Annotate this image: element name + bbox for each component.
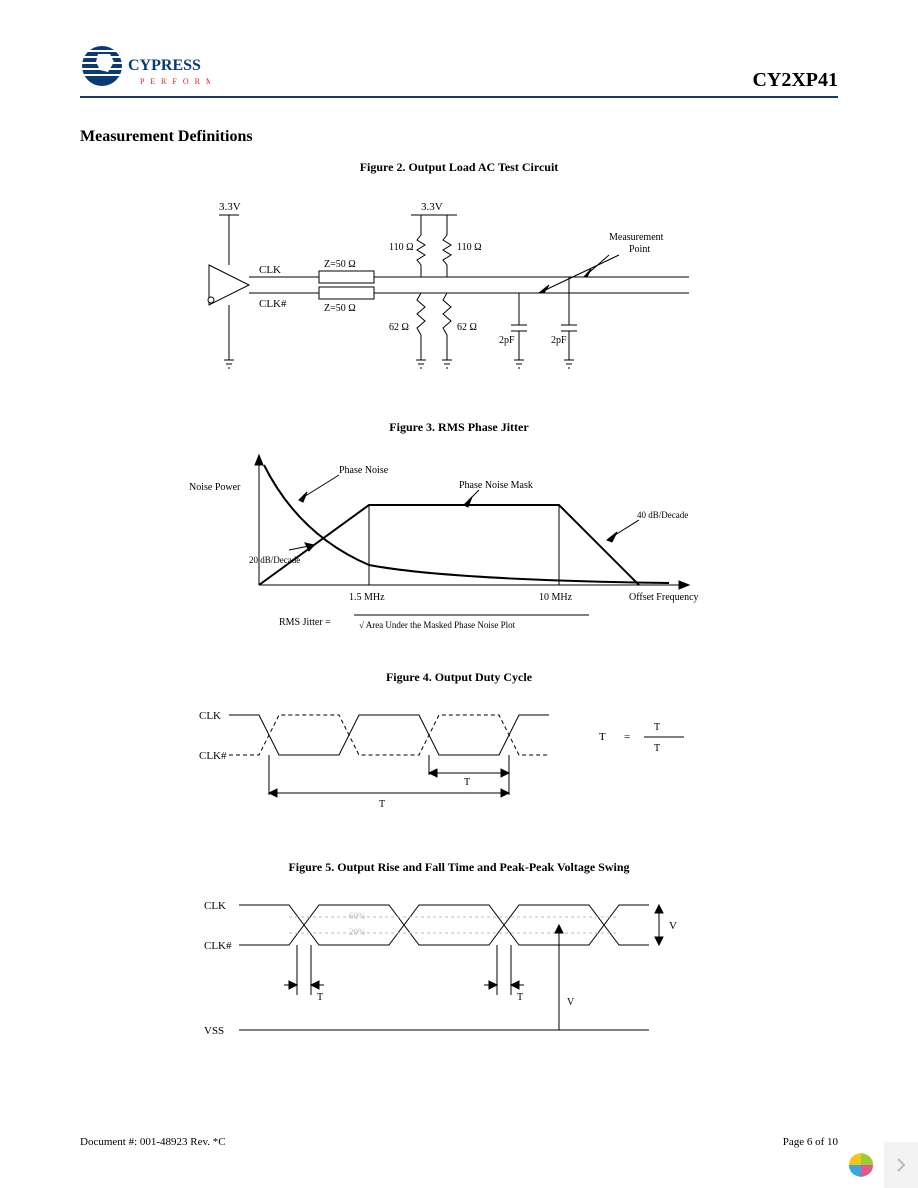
pct-top: 60% [349, 911, 366, 921]
eq-lhs: T [599, 731, 606, 743]
r62-right: 62 Ω [457, 322, 477, 333]
cypress-globe-icon: CYPRESS P E R F O R M [80, 40, 210, 92]
fig4-clk: CLK [199, 710, 221, 722]
figure-2-title: Figure 2. Output Load AC Test Circuit [80, 160, 838, 175]
cap2-label: 2pF [551, 335, 567, 346]
figure-5: Figure 5. Output Rise and Fall Time and … [80, 860, 838, 1060]
y-axis-label: Noise Power [189, 482, 241, 493]
r62-left: 62 Ω [389, 322, 409, 333]
brand-logo: CYPRESS P E R F O R M [80, 40, 210, 92]
figure-2: Figure 2. Output Load AC Test Circuit 3.… [80, 160, 838, 390]
tick1-label: 1.5 MHz [349, 592, 385, 603]
slope1-label: 20 dB/Decade [249, 555, 300, 565]
fig5-vss: VSS [204, 1025, 224, 1037]
fig5-V: V [567, 997, 575, 1008]
doc-number: Document #: 001-48923 Rev. *C [80, 1136, 226, 1148]
r110-left: 110 Ω [389, 242, 414, 253]
phase-noise-label: Phase Noise [339, 465, 389, 476]
part-number: CY2XP41 [752, 69, 838, 92]
r110-right: 110 Ω [457, 242, 482, 253]
fig5-T2: T [517, 992, 523, 1003]
fig5-T1: T [317, 992, 323, 1003]
fig5-clk: CLK [204, 900, 226, 912]
pct-bot: 20% [349, 927, 366, 937]
clkn-label: CLK# [259, 298, 287, 310]
eq-den: T [654, 743, 660, 754]
formula-rhs: √ Area Under the Masked Phase Noise Plot [359, 620, 516, 630]
fig4-clkn: CLK# [199, 750, 227, 762]
x-axis-label: Offset Frequency [629, 592, 699, 603]
figure-4: Figure 4. Output Duty Cycle CLK CLK# [80, 670, 838, 830]
fig4-Tper: T [379, 799, 385, 810]
clk-label: CLK [259, 264, 281, 276]
corner-logo-icon [838, 1142, 884, 1188]
brand-tagline: P E R F O R M [140, 77, 210, 86]
page-number: Page 6 of 10 [783, 1136, 838, 1148]
fig5-vpp: V [669, 920, 677, 932]
brand-name: CYPRESS [128, 57, 201, 74]
v-mid-label: 3.3V [421, 201, 443, 213]
page: CYPRESS P E R F O R M CY2XP41 Measuremen… [0, 0, 918, 1188]
mask-label: Phase Noise Mask [459, 480, 533, 491]
eq-num: T [654, 722, 660, 733]
z-top-label: Z=50 Ω [324, 259, 356, 270]
figure-3-title: Figure 3. RMS Phase Jitter [80, 420, 838, 435]
corner-widget [838, 1142, 918, 1188]
figure-4-waveform: CLK CLK# T T T = T T [189, 695, 729, 825]
chevron-right-icon [896, 1158, 906, 1172]
figure-5-title: Figure 5. Output Rise and Fall Time and … [80, 860, 838, 875]
fig5-clkn: CLK# [204, 940, 232, 952]
figure-4-title: Figure 4. Output Duty Cycle [80, 670, 838, 685]
fig4-T: T [464, 777, 470, 788]
section-heading: Measurement Definitions [80, 128, 838, 146]
figure-3-chart: Noise Power Offset Frequency Phase Noise… [189, 445, 729, 635]
z-bot-label: Z=50 Ω [324, 303, 356, 314]
figure-5-waveform: CLK CLK# VSS V 60% 20% T T V [189, 885, 729, 1055]
page-footer: Document #: 001-48923 Rev. *C Page 6 of … [80, 1136, 838, 1148]
figure-3: Figure 3. RMS Phase Jitter [80, 420, 838, 640]
meas-point-label: Measurement Point [609, 232, 666, 255]
slope2-label: 40 dB/Decade [637, 510, 688, 520]
formula-lhs: RMS Jitter = [279, 617, 331, 628]
cap1-label: 2pF [499, 335, 515, 346]
v-left-label: 3.3V [219, 201, 241, 213]
eq-eq: = [624, 731, 630, 743]
next-page-button[interactable] [884, 1142, 918, 1188]
tick2-label: 10 MHz [539, 592, 573, 603]
figure-2-diagram: 3.3V CLK CLK# Z=50 Ω Z=50 Ω 3.3V [189, 185, 729, 385]
page-header: CYPRESS P E R F O R M CY2XP41 [80, 40, 838, 98]
